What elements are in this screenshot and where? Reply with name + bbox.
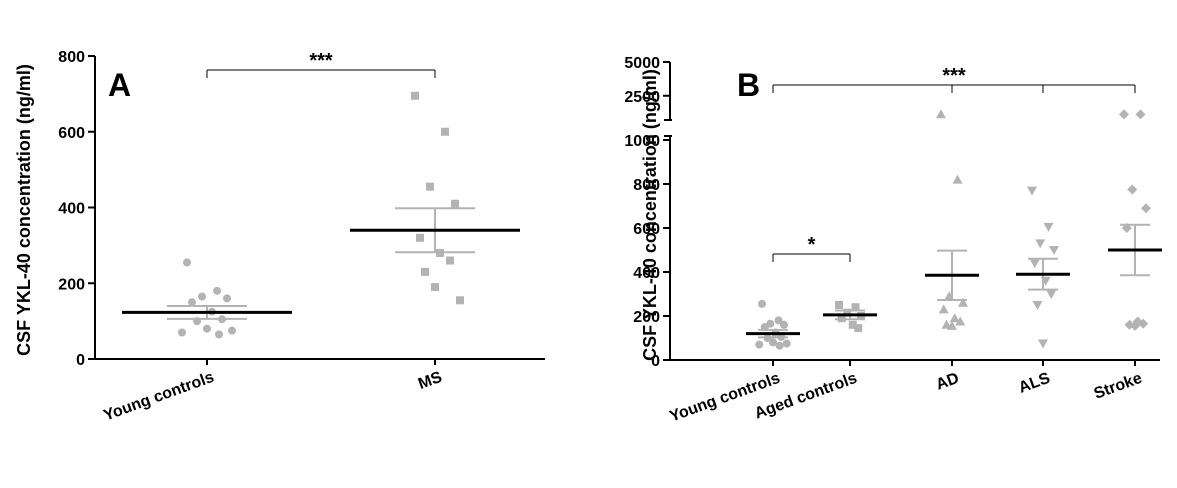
point [955, 316, 966, 326]
x-tick-label: AD [934, 370, 962, 394]
point [835, 301, 843, 309]
y-tick-label: 1000 [624, 133, 660, 150]
point [1141, 203, 1151, 214]
panel-label: A [108, 67, 131, 103]
point [1035, 239, 1046, 249]
y-tick-label: 400 [58, 201, 85, 218]
point [936, 109, 946, 119]
point [1032, 301, 1043, 310]
panel: 0 200 400 600 800 CSF YKL-40 concentration (n… [14, 49, 545, 424]
point [228, 326, 236, 335]
point [1138, 318, 1149, 329]
point [416, 233, 424, 242]
y-tick-label: 600 [633, 221, 660, 238]
point [1029, 259, 1040, 269]
point [1135, 109, 1146, 120]
point [1043, 222, 1054, 232]
y-axis-label: CSF YKL-40 concentration (ng/ml) [14, 64, 34, 356]
y-tick-label: 0 [76, 352, 85, 369]
point [183, 258, 191, 267]
x-tick-label: Young controls [101, 369, 216, 425]
point [1130, 320, 1140, 331]
point [952, 174, 963, 184]
point [203, 324, 211, 333]
point [1127, 184, 1138, 195]
point [1049, 246, 1059, 255]
point [456, 296, 464, 305]
point [758, 299, 766, 308]
point [198, 292, 206, 301]
x-tick-label: ALS [1016, 370, 1052, 397]
point [215, 330, 223, 339]
point [755, 340, 764, 349]
point [947, 320, 957, 330]
panel-label: B [737, 67, 760, 103]
point [938, 304, 949, 314]
point [949, 313, 960, 323]
y-tick-label: 800 [58, 49, 85, 66]
y-tick-label: 400 [633, 265, 660, 282]
point [837, 314, 846, 323]
point [1027, 186, 1037, 196]
y-tick-label: 2500 [624, 89, 660, 106]
x-tick-label: MS [416, 369, 445, 393]
y-tick-label: 5000 [624, 55, 660, 72]
point [411, 91, 419, 100]
x-tick-label: Stroke [1092, 370, 1145, 403]
point [188, 298, 196, 307]
y-axis-label: CSF YKL-40 concentration (ng/ml) [640, 69, 660, 361]
significance: *** [309, 50, 333, 72]
y-tick-label: 0 [651, 353, 660, 370]
point [848, 320, 857, 329]
point [780, 320, 788, 329]
point [223, 294, 231, 303]
y-tick-label: 600 [58, 125, 85, 142]
y-tick-label: 200 [633, 309, 660, 326]
y-tick-label: 200 [58, 276, 85, 293]
point [1038, 339, 1048, 349]
point [213, 286, 221, 295]
point [421, 267, 429, 276]
point [426, 182, 434, 191]
point [1046, 290, 1057, 299]
point [1119, 109, 1129, 120]
point [782, 339, 791, 348]
point [446, 256, 454, 265]
point [769, 338, 777, 347]
point [775, 341, 784, 350]
significance: *** [942, 65, 966, 87]
point [851, 303, 860, 312]
point [854, 324, 863, 333]
point [431, 283, 439, 292]
y-tick-label: 800 [633, 177, 660, 194]
point [774, 316, 783, 325]
point [441, 127, 449, 136]
point [843, 308, 852, 317]
significance: * [808, 234, 816, 256]
point [178, 328, 186, 337]
point [451, 199, 459, 208]
point [958, 297, 968, 307]
